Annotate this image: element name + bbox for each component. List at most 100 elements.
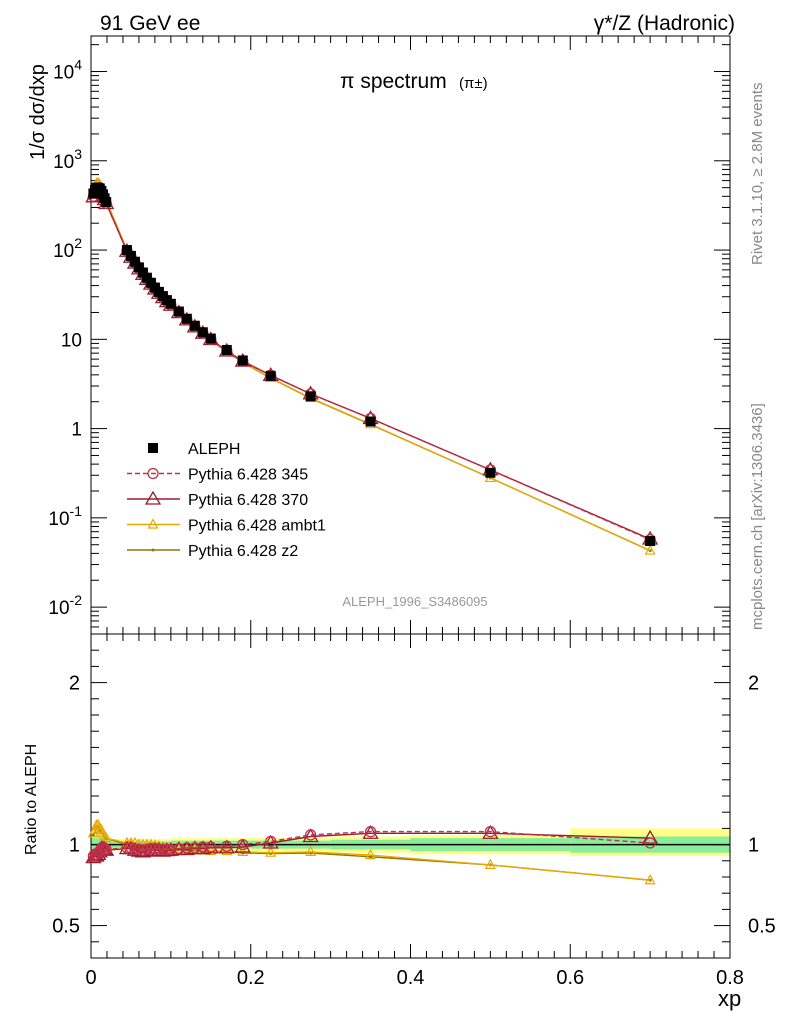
aleph-point — [237, 355, 248, 366]
legend-marker-pythia-6-428-345 — [147, 467, 159, 480]
pythia-6-428-345-ratio-point — [305, 829, 317, 841]
x-tick-label: 0.2 — [237, 967, 265, 989]
pythia-6-428-370-ratio-point — [218, 839, 235, 854]
x-tick-label: 0.4 — [397, 967, 425, 989]
y-tick-label: 1 — [748, 835, 759, 857]
y-tick-label: 104 — [53, 57, 82, 84]
legend-marker-pythia-6-428-ambt1 — [147, 518, 159, 529]
x-axis-label: xp — [718, 986, 741, 1011]
ratio-frame — [90, 633, 731, 959]
pythia-6-428-345-ratio-point — [100, 843, 112, 856]
aleph-point — [101, 197, 112, 208]
aleph-point — [645, 536, 656, 547]
aleph-point — [129, 256, 140, 267]
aleph-point — [181, 313, 192, 324]
pythia-6-428-345-ratio-point — [157, 843, 169, 856]
y-tick-label: 102 — [53, 235, 82, 262]
pythia-6-428-345-ratio-point — [149, 843, 161, 855]
pythia-6-428-345-ratio-point — [133, 843, 145, 856]
aleph-point — [305, 391, 316, 402]
pythia-6-428-ambt1-ratio-point — [100, 831, 112, 843]
aleph-point — [197, 327, 208, 338]
pythia-6-428-ambt1-ratio-point — [265, 846, 277, 857]
pythia-6-428-370-line — [92, 189, 651, 540]
header-right-label: γ*/Z (Hadronic) — [594, 12, 735, 35]
pythia-6-428-ambt1-ratio-point — [173, 842, 185, 853]
pythia-6-428-345-ratio-point — [265, 835, 277, 848]
pythia-6-428-370-ratio-point — [641, 829, 659, 844]
y-tick-label: 103 — [53, 146, 82, 173]
y-tick-label: 2 — [69, 673, 80, 695]
aleph-point — [173, 306, 184, 317]
legend: ALEPH Pythia 6.428 345 Pythia 6.428 370 Pyt… — [127, 441, 326, 560]
main-y-axis-label: 1/σ dσ/dxp — [27, 64, 49, 160]
pythia-6-428-ambt1-ratio-point — [94, 822, 106, 833]
pythia-6-428-345-ratio-point — [121, 842, 133, 854]
y-tick-label: 0.5 — [748, 916, 776, 938]
aleph-point — [165, 298, 176, 309]
aleph-point — [189, 320, 200, 331]
aleph-point — [221, 344, 232, 355]
pythia-6-428-ambt1-ratio-point — [484, 858, 496, 869]
header-left-label: 91 GeV ee — [100, 12, 200, 35]
pythia-6-428-370-ratio-point — [234, 838, 251, 853]
pythia-6-428-345-ratio-point — [141, 843, 153, 856]
pythia-6-428-ambt1-line — [92, 182, 651, 552]
pythia-6-428-ambt1-ratio-point — [237, 845, 249, 856]
pythia-6-428-345-ratio-point — [173, 843, 185, 855]
y-tick-label: 10-2 — [48, 592, 82, 619]
legend-marker-pythia-6-428-370 — [144, 490, 162, 505]
y-tick-label: 1 — [71, 420, 82, 441]
aleph-point — [141, 272, 152, 283]
pythia-6-428-345-ratio-point — [644, 837, 656, 849]
legend-marker-pythia-6-428-z2 — [151, 548, 155, 552]
x-tick-label: 0 — [85, 967, 96, 989]
main-plot-title-sub: (π±) — [459, 75, 488, 92]
pythia-6-428-345-ratio-point — [221, 840, 233, 852]
pythia-6-428-z2-ratio-point — [369, 855, 373, 859]
aleph-point — [485, 467, 496, 478]
x-tick-label: 0.6 — [556, 967, 584, 989]
watermark-label: ALEPH_1996_S3486095 — [342, 594, 487, 609]
aleph-point — [205, 333, 216, 344]
pythia-6-428-z2-ratio-point — [91, 833, 95, 837]
legend-label-aleph: ALEPH — [188, 441, 240, 458]
pythia-6-428-ambt1-ratio-point — [365, 848, 377, 860]
rivet-side-label: Rivet 3.1.10, ≥ 2.8M events — [749, 83, 766, 266]
pythia-6-428-345-line — [92, 188, 651, 541]
y-tick-label: 2 — [748, 673, 759, 695]
aleph-point — [365, 416, 376, 427]
main-plot-title: π spectrum — [340, 70, 447, 93]
pythia-6-428-345-ratio-point — [197, 841, 209, 853]
pythia-6-428-ambt1-ratio-point — [305, 845, 317, 856]
aleph-point — [265, 370, 276, 381]
main-plot-panel: 10-2 10-1 1 10 102 103 104 — [48, 35, 731, 635]
aleph-point — [137, 267, 148, 278]
pythia-6-428-345-ratio-point — [129, 843, 141, 856]
ratio-plot-panel: 0 0.2 0.4 0.6 0.8 0.5 0.5 1 1 2 2 — [52, 633, 776, 989]
ratio-y-axis-label: Ratio to ALEPH — [23, 744, 40, 855]
legend-label-pythia-6-428-370: Pythia 6.428 370 — [188, 492, 308, 509]
pythia-6-428-345-ratio-point — [165, 843, 177, 856]
pythia-6-428-345-ratio-point — [137, 844, 149, 856]
legend-marker-aleph — [148, 443, 158, 453]
aleph-point — [125, 250, 136, 261]
y-tick-label: 1 — [69, 835, 80, 857]
pythia-6-428-345-ratio-point — [161, 843, 173, 856]
pythia-6-428-345-ratio-point — [181, 842, 193, 854]
pythia-6-428-345-ratio-point — [145, 843, 157, 855]
pythia-6-428-345-ratio-point — [484, 825, 497, 838]
pythia-6-428-345-ratio-point — [237, 838, 249, 851]
mcplots-side-label: mcplots.cern.ch [arXiv:1306.3436] — [749, 403, 766, 630]
y-tick-label: 10 — [61, 330, 82, 351]
pythia-6-428-345-ratio-point — [153, 843, 165, 856]
aleph-point — [133, 262, 144, 273]
legend-label-pythia-6-428-345: Pythia 6.428 345 — [188, 467, 308, 484]
legend-label-pythia-6-428-z2: Pythia 6.428 z2 — [188, 543, 298, 560]
pythia-6-428-z2-line — [92, 182, 651, 552]
y-tick-label: 10-1 — [48, 503, 82, 530]
pythia-6-428-ambt1-ratio-point — [644, 873, 656, 885]
x-tick-label: 0.8 — [716, 967, 744, 989]
y-tick-label: 0.5 — [52, 916, 80, 938]
